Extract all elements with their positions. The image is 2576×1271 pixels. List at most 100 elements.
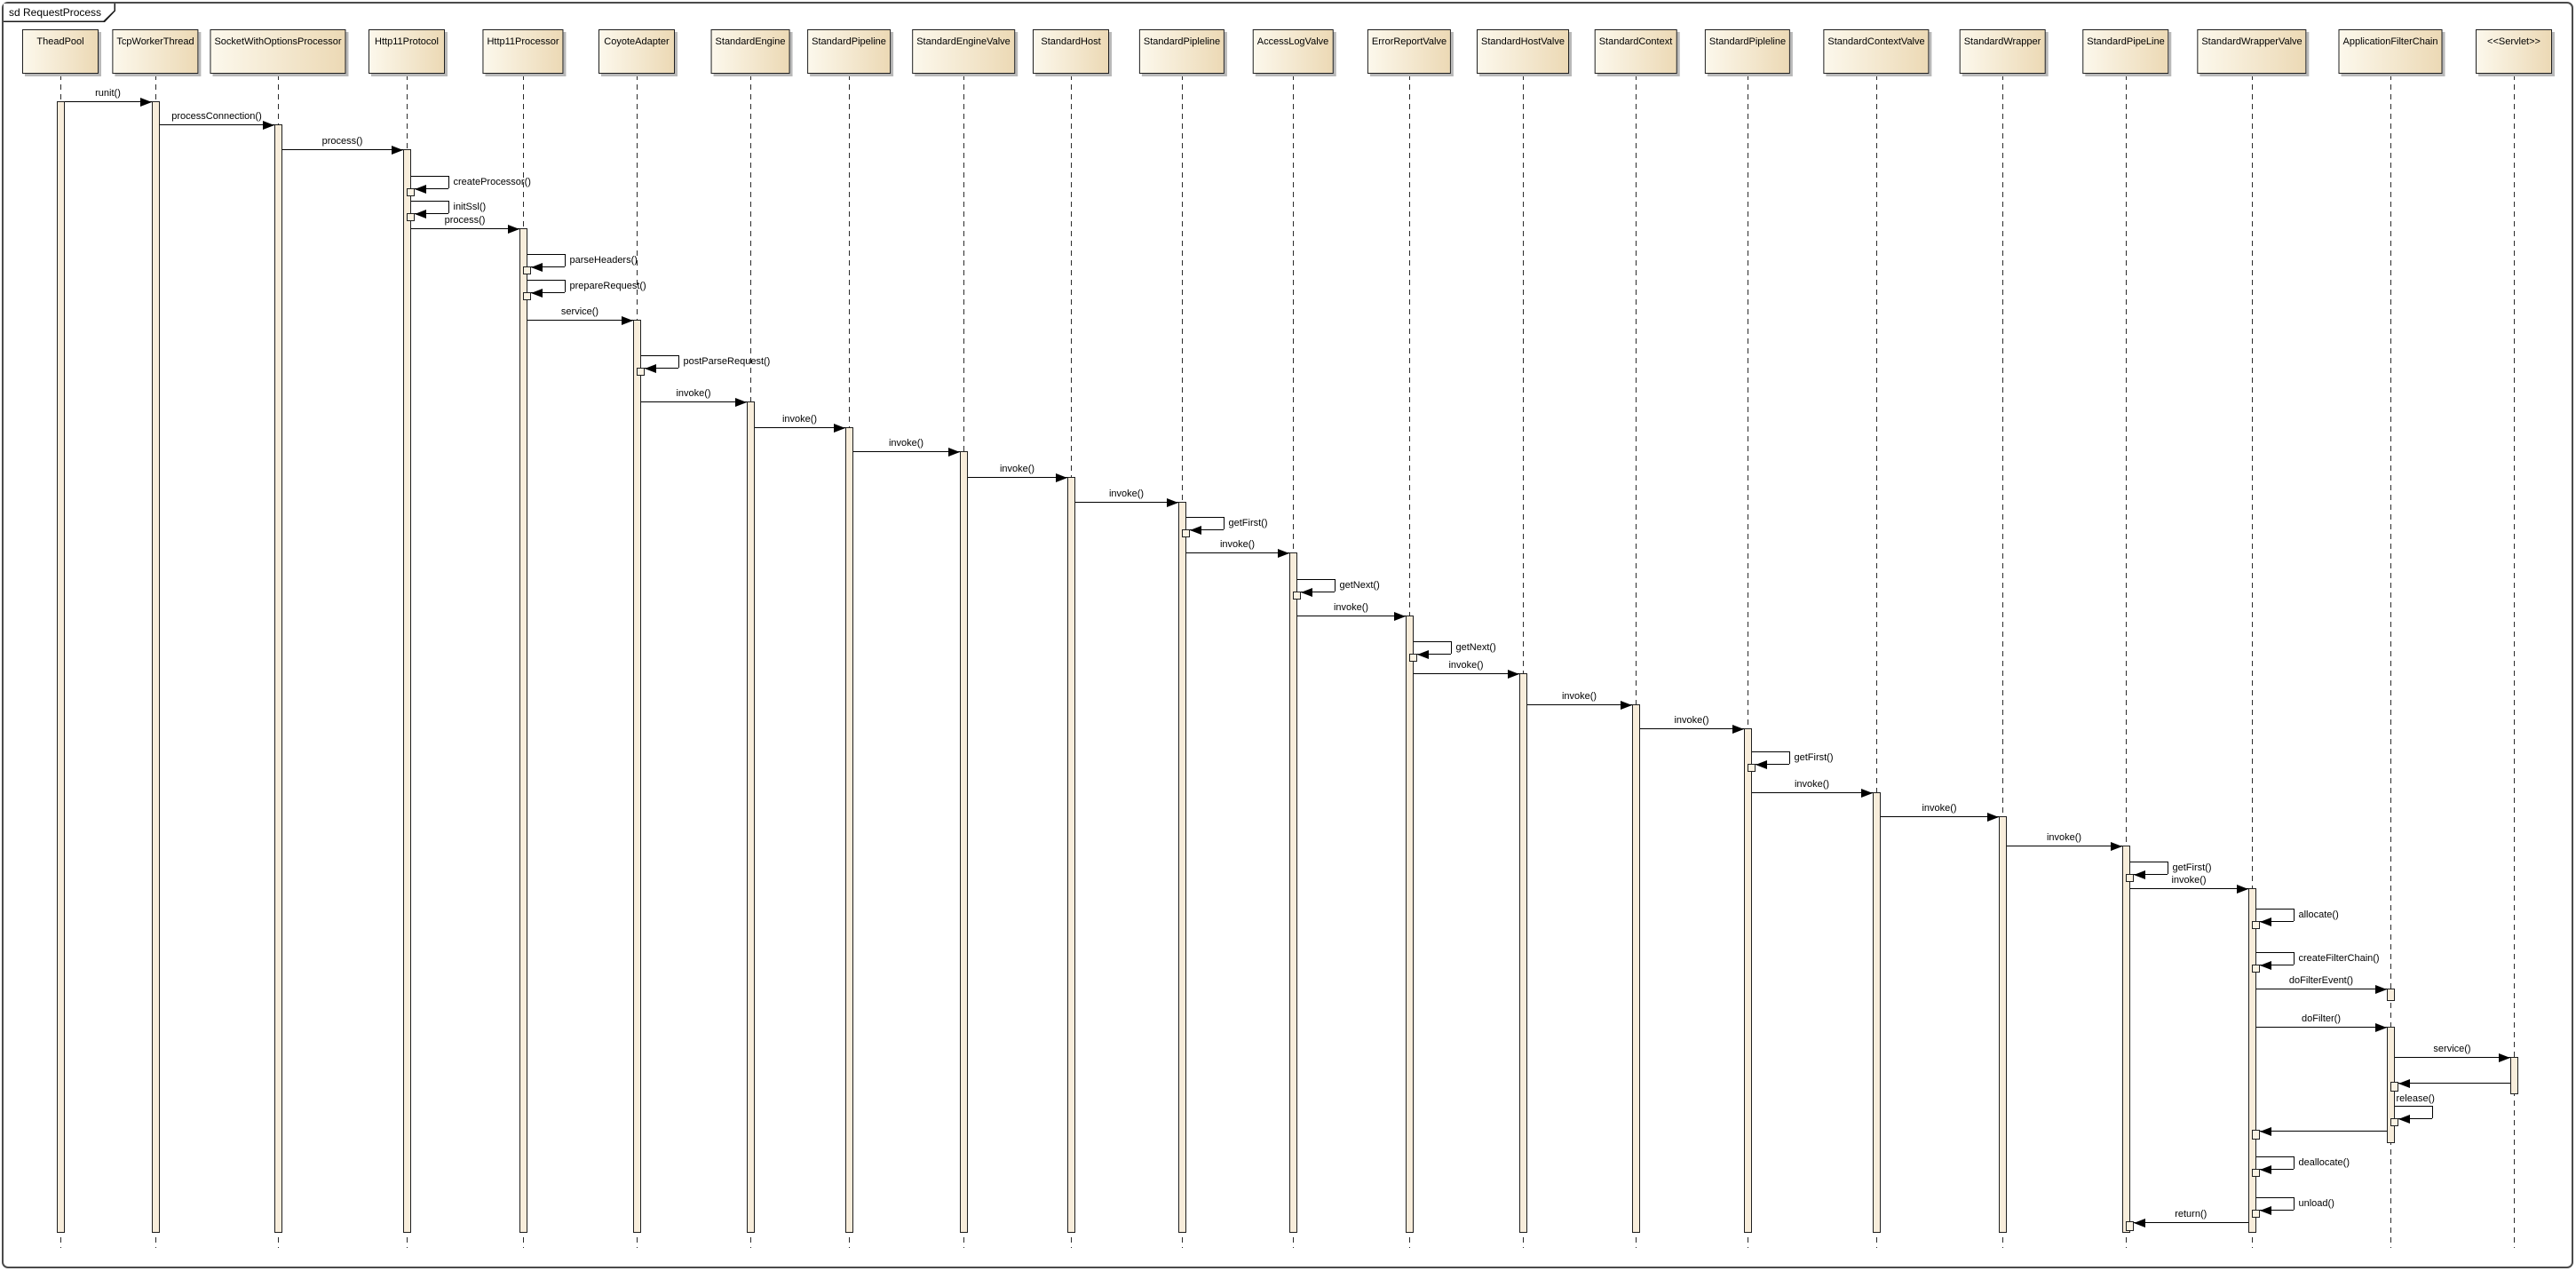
activation-http11protocol[interactable]: [402, 149, 411, 1233]
message-line: [281, 149, 403, 150]
message-label[interactable]: runit(): [95, 88, 121, 99]
self-call-box: [523, 266, 531, 274]
message-label[interactable]: invoke(): [999, 464, 1035, 474]
message-label[interactable]: invoke(): [1219, 539, 1256, 550]
lifeline-head-standardcontextvalve[interactable]: StandardContextValve: [1823, 29, 1930, 74]
message-label[interactable]: invoke(): [1333, 602, 1369, 613]
lifeline-head-tcpworkerthread[interactable]: TcpWorkerThread: [112, 29, 199, 74]
message-label[interactable]: return(): [2175, 1209, 2207, 1219]
lifeline-head-errorreportvalve[interactable]: ErrorReportValve: [1367, 29, 1452, 74]
lifeline-head-standardpipeline[interactable]: StandardPipeLine: [2082, 29, 2169, 74]
message-line: [1413, 673, 1519, 674]
message-label[interactable]: prepareRequest(): [569, 281, 646, 291]
message-label[interactable]: service(): [560, 306, 599, 317]
arrowhead-right-icon: [1507, 669, 1519, 679]
message-label[interactable]: doFilterEvent(): [2288, 975, 2354, 986]
message-line: [1880, 816, 1999, 817]
activation-standardwrapper[interactable]: [1998, 816, 2007, 1233]
lifeline-head-accesslogvalve[interactable]: AccessLogValve: [1252, 29, 1334, 74]
lifeline-head-standardenginevalve[interactable]: StandardEngineValve: [912, 29, 1015, 74]
message-label[interactable]: process(): [444, 215, 486, 226]
activation-theadpool[interactable]: [56, 101, 65, 1233]
activation-standardcontextvalve[interactable]: [1872, 792, 1881, 1233]
message-label[interactable]: postParseRequest(): [683, 356, 771, 367]
self-call-side-line: [2431, 1106, 2433, 1118]
activation-standardcontext[interactable]: [1631, 704, 1640, 1233]
lifeline-head-standardwrappervalve[interactable]: StandardWrapperValve: [2197, 29, 2307, 74]
message-label[interactable]: getNext(): [1339, 580, 1380, 591]
message-label[interactable]: invoke(): [888, 438, 924, 449]
lifeline-head-standardpipleline[interactable]: StandardPipleline: [1704, 29, 1791, 74]
lifeline-head-standardwrapper[interactable]: StandardWrapper: [1959, 29, 2046, 74]
message-label[interactable]: invoke(): [2171, 875, 2207, 886]
lifeline-head-standardhostvalve[interactable]: StandardHostValve: [1477, 29, 1569, 74]
message-label[interactable]: processConnection(): [171, 111, 262, 122]
message-label[interactable]: unload(): [2298, 1198, 2334, 1209]
lifeline-head-standardhost[interactable]: StandardHost: [1033, 29, 1109, 74]
message-label[interactable]: createFilterChain(): [2298, 953, 2380, 964]
message-label[interactable]: getFirst(): [1228, 518, 1268, 528]
activation-servlet[interactable]: [2509, 1057, 2518, 1094]
message-label[interactable]: invoke(): [676, 388, 711, 399]
message-label[interactable]: deallocate(): [2298, 1157, 2350, 1168]
activation-socketwithoptionsprocessor[interactable]: [273, 124, 282, 1233]
lifeline-head-standardengine[interactable]: StandardEngine: [710, 29, 790, 74]
arrowhead-right-icon: [1860, 788, 1873, 798]
message-label[interactable]: parseHeaders(): [569, 255, 638, 266]
lifeline-head-standardpipleline[interactable]: StandardPipleline: [1138, 29, 1225, 74]
message-label[interactable]: getFirst(): [1794, 752, 1834, 763]
lifeline-head-coyoteadapter[interactable]: CoyoteAdapter: [598, 29, 675, 74]
self-call-top-line: [640, 355, 678, 356]
activation-standardengine[interactable]: [746, 401, 755, 1233]
self-call-return-line: [1756, 764, 1789, 765]
lifeline-head-http11protocol[interactable]: Http11Protocol: [369, 29, 445, 74]
activation-standardhostvalve[interactable]: [1518, 673, 1527, 1233]
activation-applicationfilterchain[interactable]: [2386, 989, 2395, 1001]
message-label[interactable]: createProcessor(): [453, 177, 531, 187]
activation-errorreportvalve[interactable]: [1405, 616, 1414, 1233]
message-label[interactable]: invoke(): [1561, 691, 1597, 702]
lifeline-head-theadpool[interactable]: TheadPool: [22, 29, 99, 74]
frame-label-tab[interactable]: sd RequestProcess: [4, 4, 115, 22]
activation-http11processor[interactable]: [519, 228, 527, 1233]
message-label[interactable]: invoke(): [1108, 489, 1145, 499]
lifeline-head-http11processor[interactable]: Http11Processor: [482, 29, 564, 74]
activation-accesslogvalve[interactable]: [1288, 552, 1297, 1233]
message-label[interactable]: invoke(): [1674, 715, 1709, 726]
message-label[interactable]: release(): [2396, 1093, 2435, 1104]
message-label[interactable]: invoke(): [2046, 832, 2082, 843]
lifeline-head-socketwithoptionsprocessor[interactable]: SocketWithOptionsProcessor: [210, 29, 346, 74]
message-label[interactable]: initSsl(): [453, 202, 487, 212]
arrowhead-right-icon: [1732, 724, 1744, 734]
activation-standardwrappervalve[interactable]: [2247, 888, 2256, 1233]
self-call-side-line: [1223, 517, 1225, 529]
arrowhead-left-icon: [2260, 1164, 2271, 1174]
message-label[interactable]: service(): [2433, 1044, 2471, 1054]
self-call-top-line: [1185, 517, 1224, 518]
lifeline-head-servlet[interactable]: <<Servlet>>: [2476, 29, 2552, 74]
activation-coyoteadapter[interactable]: [632, 320, 641, 1233]
message-label[interactable]: getNext(): [1455, 642, 1496, 653]
arrowhead-right-icon: [139, 97, 152, 107]
message-label[interactable]: allocate(): [2298, 910, 2339, 920]
activation-standardpipleline[interactable]: [1743, 728, 1752, 1233]
arrowhead-left-icon: [2398, 1114, 2410, 1124]
message-label[interactable]: getFirst(): [2172, 862, 2212, 873]
message-line: [2255, 1027, 2387, 1028]
lifeline-head-applicationfilterchain[interactable]: ApplicationFilterChain: [2338, 29, 2443, 74]
activation-standardhost[interactable]: [1066, 477, 1075, 1233]
activation-standardpipleline[interactable]: [1177, 502, 1186, 1233]
message-label[interactable]: invoke(): [1794, 779, 1830, 790]
activation-tcpworkerthread[interactable]: [151, 101, 160, 1233]
lifeline-head-standardpipeline[interactable]: StandardPipeline: [807, 29, 891, 74]
message-label[interactable]: invoke(): [1922, 803, 1957, 814]
message-label[interactable]: process(): [321, 136, 363, 147]
message-label[interactable]: invoke(): [781, 414, 818, 425]
activation-standardenginevalve[interactable]: [959, 451, 968, 1233]
message-label[interactable]: doFilter(): [2301, 1013, 2342, 1024]
activation-standardpipeline[interactable]: [2121, 846, 2130, 1233]
lifeline-head-standardcontext[interactable]: StandardContext: [1594, 29, 1677, 74]
self-call-box: [2252, 965, 2260, 973]
message-label[interactable]: invoke(): [1448, 660, 1484, 671]
activation-standardpipeline[interactable]: [844, 427, 853, 1233]
